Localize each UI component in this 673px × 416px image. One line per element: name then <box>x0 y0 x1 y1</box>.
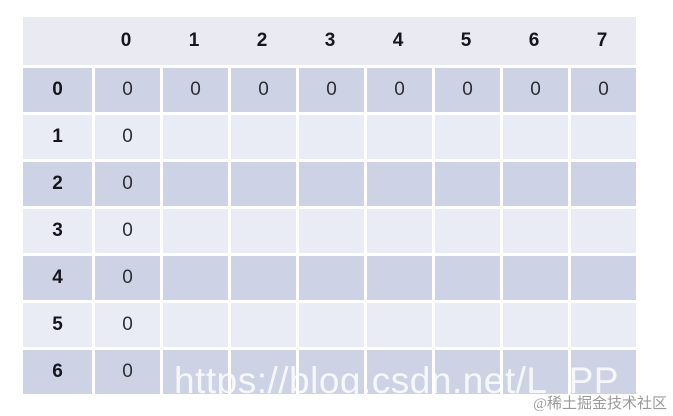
table-cell <box>296 159 364 206</box>
table-cell <box>228 112 296 159</box>
table-cell <box>160 206 228 253</box>
table-cell: 0 <box>500 65 568 112</box>
column-header: 5 <box>432 17 500 65</box>
table-cell <box>568 300 636 347</box>
table-cell: 0 <box>92 206 160 253</box>
table-cell <box>432 300 500 347</box>
column-header: 0 <box>92 17 160 65</box>
table-cell <box>228 159 296 206</box>
table-cell: 0 <box>432 65 500 112</box>
column-header: 4 <box>364 17 432 65</box>
table-cell <box>364 300 432 347</box>
table-cell <box>432 253 500 300</box>
row-header: 5 <box>23 300 92 347</box>
table-cell <box>228 347 296 394</box>
table-cell <box>160 347 228 394</box>
table-cell: 0 <box>160 65 228 112</box>
table-cell <box>228 206 296 253</box>
table-cell <box>500 112 568 159</box>
column-header: 1 <box>160 17 228 65</box>
column-header: 2 <box>228 17 296 65</box>
table-cell <box>296 253 364 300</box>
row-header: 1 <box>23 112 92 159</box>
table-cell <box>364 112 432 159</box>
table-cell <box>228 253 296 300</box>
table-cell <box>364 347 432 394</box>
table-cell <box>568 159 636 206</box>
table-cell <box>500 253 568 300</box>
table-cell <box>568 347 636 394</box>
column-header: 6 <box>500 17 568 65</box>
table-cell <box>296 300 364 347</box>
table-cell: 0 <box>92 347 160 394</box>
table-cell <box>364 159 432 206</box>
corner-cell <box>23 17 92 65</box>
table-cell: 0 <box>92 253 160 300</box>
column-header: 3 <box>296 17 364 65</box>
table-cell <box>160 159 228 206</box>
table-cell <box>432 206 500 253</box>
column-header: 7 <box>568 17 636 65</box>
table-cell <box>364 253 432 300</box>
table-cell: 0 <box>92 159 160 206</box>
table-cell: 0 <box>92 300 160 347</box>
table-cell: 0 <box>296 65 364 112</box>
row-header: 4 <box>23 253 92 300</box>
table-cell <box>432 347 500 394</box>
table-cell: 0 <box>364 65 432 112</box>
credit-text: @稀土掘金技术社区 <box>533 396 667 412</box>
row-header: 3 <box>23 206 92 253</box>
table-cell: 0 <box>92 112 160 159</box>
table-cell <box>500 300 568 347</box>
row-header: 0 <box>23 65 92 112</box>
table-cell <box>500 206 568 253</box>
table-cell <box>500 347 568 394</box>
table-cell <box>228 300 296 347</box>
table-cell <box>568 206 636 253</box>
row-header: 2 <box>23 159 92 206</box>
table-cell <box>432 159 500 206</box>
table-cell: 0 <box>228 65 296 112</box>
table-cell <box>160 253 228 300</box>
table-cell <box>296 206 364 253</box>
table-cell <box>568 253 636 300</box>
table-cell <box>364 206 432 253</box>
table-cell: 0 <box>568 65 636 112</box>
table-cell <box>500 159 568 206</box>
table-cell <box>160 112 228 159</box>
table-cell <box>568 112 636 159</box>
table-cell <box>296 112 364 159</box>
row-header: 6 <box>23 347 92 394</box>
table-cell <box>160 300 228 347</box>
table-cell: 0 <box>92 65 160 112</box>
table-cell <box>432 112 500 159</box>
table-cell <box>296 347 364 394</box>
